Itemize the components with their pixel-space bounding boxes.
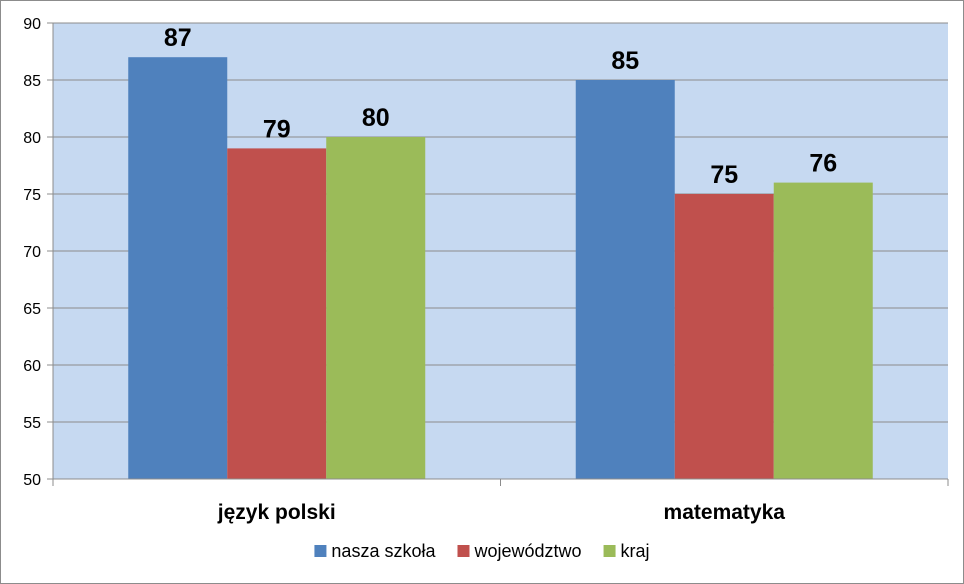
- data-label: 80: [362, 104, 390, 132]
- bar-język-polski-0: [128, 57, 228, 479]
- bar-matematyka-0: [575, 80, 675, 479]
- y-tick-label: 60: [23, 358, 41, 375]
- legend: nasza szkoła województwo kraj: [314, 541, 650, 561]
- legend-label: nasza szkoła: [331, 541, 436, 561]
- data-label: 85: [611, 47, 639, 75]
- y-tick-label: 55: [23, 415, 41, 432]
- legend-swatch: [457, 545, 470, 557]
- y-tick-label: 85: [23, 73, 41, 90]
- data-label: 76: [809, 150, 837, 178]
- bar-język-polski-2: [326, 137, 426, 479]
- y-tick-label: 80: [23, 130, 41, 147]
- bar-język-polski-1: [227, 148, 327, 479]
- y-tick-label: 70: [23, 244, 41, 261]
- y-tick-label: 90: [23, 16, 41, 33]
- labels: 87 79 80 język polski 85 75 76 matematyka: [164, 24, 837, 524]
- bar-matematyka-2: [773, 182, 873, 479]
- bars: [128, 57, 873, 479]
- data-label: 75: [710, 161, 738, 189]
- legend-label: kraj: [621, 541, 650, 561]
- data-label: 79: [263, 115, 291, 143]
- y-tick-label: 65: [23, 301, 41, 318]
- legend-swatch: [603, 545, 616, 557]
- legend-label: województwo: [473, 541, 581, 561]
- bar-matematyka-1: [674, 194, 774, 479]
- y-tick-label: 75: [23, 187, 41, 204]
- y-tick-label: 50: [23, 472, 41, 489]
- axes: 50 55 60 65 70 75 80 85 90: [23, 16, 949, 489]
- x-category-label: matematyka: [664, 501, 786, 524]
- data-label: 87: [164, 24, 192, 52]
- x-category-label: język polski: [217, 501, 336, 524]
- legend-swatch: [314, 545, 327, 557]
